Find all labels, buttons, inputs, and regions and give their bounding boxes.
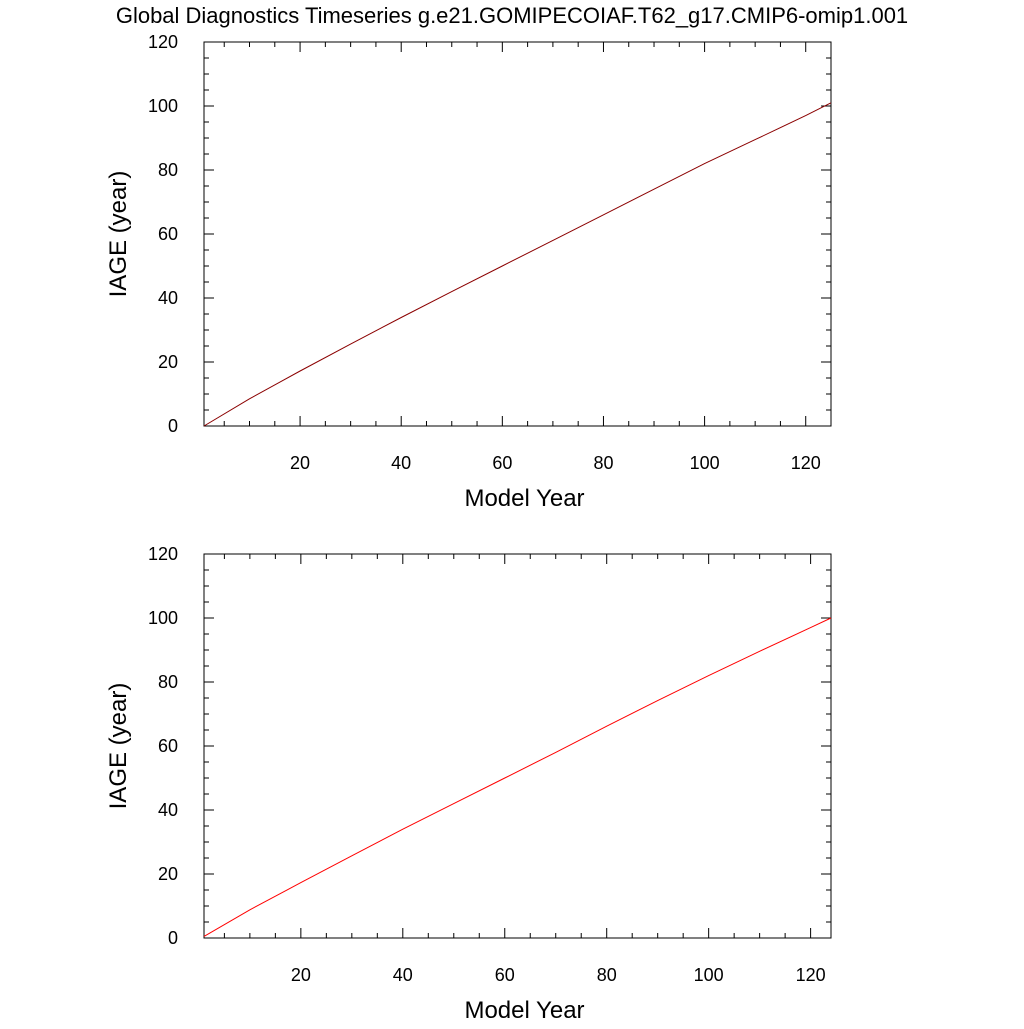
plot-frame bbox=[203, 41, 832, 427]
x-tick-label: 20 bbox=[291, 965, 311, 985]
y-tick-label: 20 bbox=[158, 864, 178, 884]
x-tick-label: 100 bbox=[690, 453, 720, 473]
y-tick-label: 40 bbox=[158, 288, 178, 308]
series-line-1 bbox=[203, 102, 832, 427]
y-tick-label: 60 bbox=[158, 736, 178, 756]
y-axis-label: IAGE (year) bbox=[105, 683, 132, 810]
plot-frame bbox=[203, 553, 832, 939]
y-tick-label: 120 bbox=[148, 32, 178, 52]
x-axis-label: Model Year bbox=[464, 997, 584, 1024]
y-tick-label: 80 bbox=[158, 160, 178, 180]
y-tick-label: 60 bbox=[158, 224, 178, 244]
y-tick-label: 0 bbox=[168, 928, 178, 948]
x-tick-label: 100 bbox=[694, 965, 724, 985]
series-line-1 bbox=[203, 617, 832, 937]
x-tick-label: 120 bbox=[791, 453, 821, 473]
chart-panel-1: 20 40 60 80 100 120 0 20 40 60 80 100 120 Model Year I… bbox=[105, 32, 832, 512]
x-tick-label: 60 bbox=[492, 453, 512, 473]
page-title: Global Diagnostics Timeseries g.e21.GOMI… bbox=[115, 3, 909, 28]
y-tick-label: 80 bbox=[158, 672, 178, 692]
y-tick-label: 40 bbox=[158, 800, 178, 820]
x-tick-label: 120 bbox=[796, 965, 826, 985]
x-tick-label: 60 bbox=[495, 965, 515, 985]
x-tick-label: 20 bbox=[290, 453, 310, 473]
x-tick-label: 40 bbox=[393, 965, 413, 985]
x-axis-label: Model Year bbox=[464, 485, 584, 512]
y-tick-label: 20 bbox=[158, 352, 178, 372]
x-tick-label: 80 bbox=[597, 965, 617, 985]
y-tick-label: 0 bbox=[168, 416, 178, 436]
chart-panel-2: 20 40 60 80 100 120 0 20 40 60 80 100 120 Model Year I… bbox=[105, 544, 832, 1024]
y-tick-label: 100 bbox=[148, 608, 178, 628]
x-tick-label: 80 bbox=[593, 453, 613, 473]
y-tick-label: 100 bbox=[148, 96, 178, 116]
y-axis-label: IAGE (year) bbox=[105, 171, 132, 298]
y-tick-label: 120 bbox=[148, 544, 178, 564]
x-tick-label: 40 bbox=[391, 453, 411, 473]
